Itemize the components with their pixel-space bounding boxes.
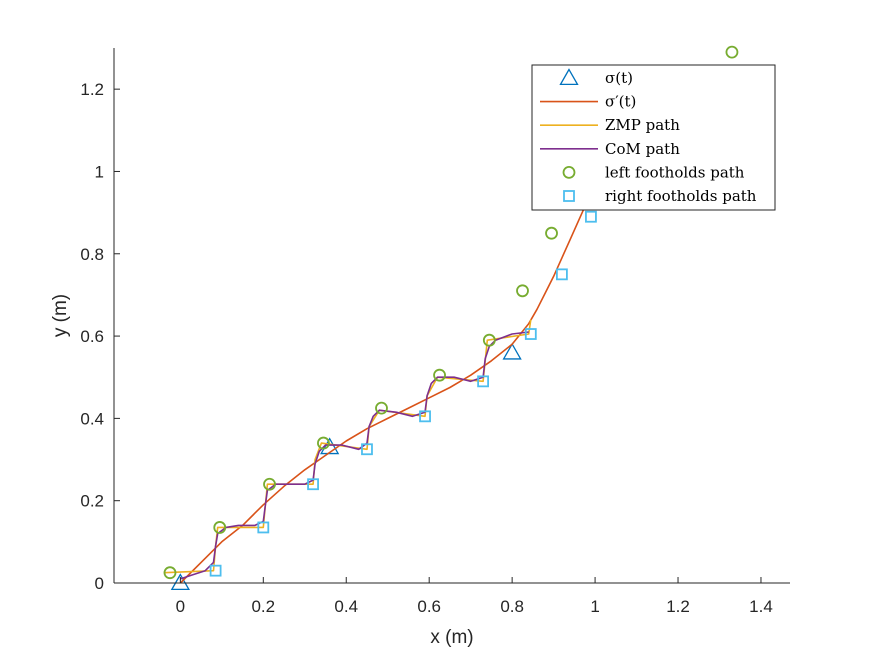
series-line [180, 331, 529, 580]
legend-entry: CoM path [540, 140, 680, 158]
legend: σ(t) σ′(t) ZMP path CoM path left footholds … [531, 64, 776, 211]
y-tick-label: 1.2 [80, 80, 104, 99]
legend-label: CoM path [605, 140, 680, 158]
legend-entry: right footholds path [563, 187, 757, 205]
legend-label: ZMP path [605, 116, 680, 134]
data-point [213, 521, 227, 534]
data-point [725, 45, 739, 59]
x-tick-label: 0.6 [417, 597, 441, 616]
y-tick-label: 0.6 [80, 327, 104, 346]
series-right-footholds-path [209, 210, 597, 577]
x-tick-label: 0 [176, 597, 185, 616]
data-point [482, 333, 496, 347]
data-point [361, 443, 373, 456]
legend-label: σ′(t) [605, 93, 636, 111]
legend-label: right footholds path [605, 187, 757, 205]
x-tick-label: 1.4 [749, 597, 773, 616]
series-left-footholds-path [163, 45, 739, 580]
data-point [556, 268, 568, 281]
y-tick-label: 0.2 [80, 492, 104, 511]
data-point [209, 564, 222, 577]
legend-label: σ(t) [605, 69, 633, 87]
legend-label: left footholds path [605, 163, 745, 181]
data-point [317, 436, 330, 450]
data-point [307, 478, 319, 491]
data-point [257, 521, 270, 534]
legend-marker-swatch [563, 190, 575, 202]
y-tick-label: 0 [95, 574, 104, 593]
x-tick-label: 0.2 [251, 597, 275, 616]
y-axis-label: y (m) [50, 294, 71, 337]
x-tick-label: 1.2 [666, 597, 690, 616]
x-tick-label: 0.4 [334, 597, 358, 616]
x-tick-label: 1 [590, 597, 599, 616]
data-point [419, 410, 431, 423]
data-point [263, 477, 276, 491]
series-t [179, 183, 596, 584]
legend-marker-swatch [562, 165, 576, 179]
data-point [524, 328, 537, 340]
x-tick-label: 0.8 [500, 597, 524, 616]
legend-entry: left footholds path [562, 163, 745, 181]
data-point [163, 566, 177, 580]
y-tick-label: 0.8 [80, 245, 104, 264]
y-tick-label: 0.4 [80, 409, 104, 428]
series-layer [163, 45, 739, 591]
data-point [502, 342, 522, 360]
legend-entry: ZMP path [540, 116, 680, 134]
data-point [477, 375, 490, 388]
x-axis-label: x (m) [430, 627, 473, 648]
series-line [179, 183, 596, 584]
data-point [545, 226, 558, 240]
data-point [516, 284, 529, 298]
series-com-path [180, 331, 529, 580]
legend-entry: σ′(t) [540, 93, 636, 111]
legend-entry: σ(t) [559, 68, 633, 87]
y-tick-label: 1 [95, 162, 104, 181]
axes: 0 0.2 0.4 0.6 0.8 1 1.2 1.4 0 0.2 0.4 0.6 0.8 1 1.2 [80, 48, 790, 616]
data-point [433, 368, 446, 382]
legend-box [531, 64, 776, 211]
data-point [170, 573, 190, 591]
legend-marker-swatch [559, 68, 579, 86]
data-point [585, 210, 597, 223]
data-point [375, 401, 388, 415]
